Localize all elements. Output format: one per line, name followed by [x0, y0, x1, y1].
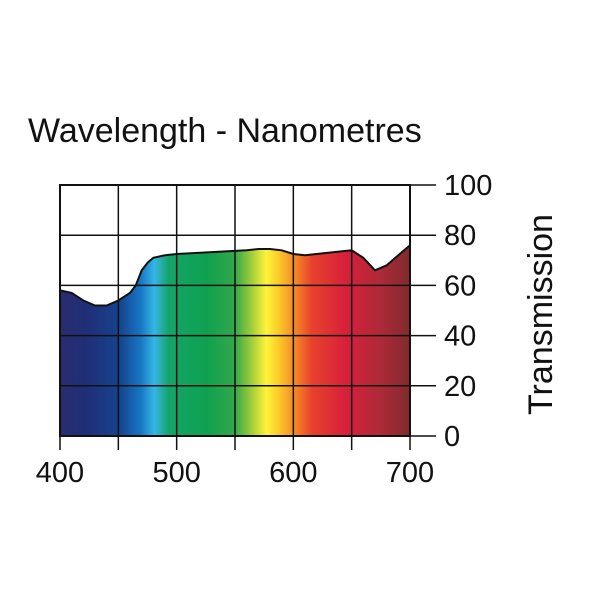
x-tick-label: 400 — [36, 457, 84, 489]
x-tick-label: 500 — [152, 457, 200, 489]
y-tick-label: 60 — [444, 270, 476, 302]
y-axis-label: Transmission — [522, 214, 560, 415]
y-axis-ticks: 0 20 40 60 80 100 — [444, 170, 492, 453]
chart-title: Wavelength - Nanometres — [28, 112, 422, 150]
x-axis-ticks: 400 500 600 700 — [36, 457, 434, 489]
y-tick-label: 100 — [444, 170, 492, 202]
x-tick-label: 600 — [269, 457, 317, 489]
x-tick-label: 700 — [386, 457, 434, 489]
y-tick-label: 0 — [444, 421, 460, 453]
y-tick-label: 80 — [444, 220, 476, 252]
y-tick-label: 40 — [444, 321, 476, 353]
y-tick-label: 20 — [444, 371, 476, 403]
plot-frame — [59, 184, 411, 437]
